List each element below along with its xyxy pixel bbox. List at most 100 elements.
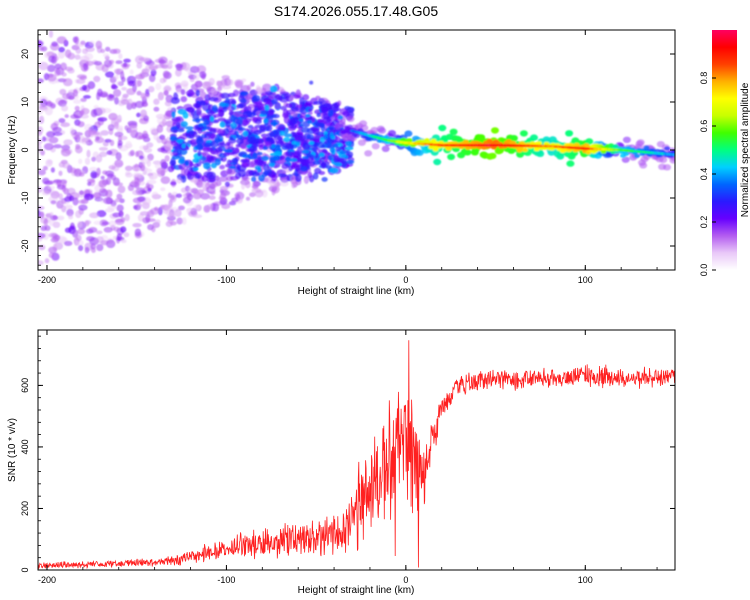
heatmap-cell bbox=[236, 103, 244, 109]
heatmap-cell bbox=[433, 158, 442, 166]
heatmap-cell bbox=[126, 88, 136, 96]
heatmap-cell bbox=[38, 46, 45, 51]
heatmap-cell bbox=[38, 40, 44, 47]
heatmap-cell bbox=[180, 187, 188, 193]
heatmap-cell bbox=[48, 246, 58, 254]
heatmap-cell bbox=[112, 48, 121, 54]
heatmap-cell bbox=[215, 147, 223, 153]
heatmap-cell bbox=[167, 63, 173, 70]
heatmap-cell bbox=[488, 152, 497, 160]
heatmap-cell bbox=[158, 59, 166, 64]
heatmap-cell bbox=[58, 170, 63, 176]
heatmap-cell bbox=[193, 214, 203, 219]
heatmap-cell bbox=[106, 94, 115, 101]
heatmap-cell bbox=[39, 103, 46, 108]
heatmap-cell bbox=[291, 181, 296, 189]
heatmap-cell bbox=[160, 159, 167, 167]
heatmap-cell bbox=[306, 134, 315, 140]
heatmap-cell bbox=[302, 94, 310, 101]
heatmap-cell bbox=[102, 53, 110, 58]
heatmap-cell bbox=[271, 174, 278, 182]
heatmap-cell bbox=[312, 128, 320, 135]
heatmap-cell bbox=[257, 159, 265, 166]
heatmap-cell bbox=[189, 161, 194, 167]
heatmap-cell bbox=[77, 199, 86, 204]
heatmap-cell bbox=[223, 118, 233, 125]
heatmap-cell bbox=[132, 189, 142, 196]
heatmap-cell bbox=[93, 192, 102, 199]
heatmap-cell bbox=[261, 189, 268, 198]
heatmap-cell bbox=[142, 168, 153, 173]
heatmap-cell bbox=[192, 118, 201, 122]
heatmap-cell bbox=[222, 152, 230, 157]
heatmap-cell bbox=[49, 212, 54, 217]
heatmap-cell bbox=[217, 117, 226, 122]
heatmap-cell bbox=[104, 138, 112, 143]
heatmap-cell bbox=[164, 155, 170, 162]
heatmap-cell bbox=[250, 81, 255, 87]
heatmap-cell bbox=[319, 136, 325, 143]
heatmap-cell bbox=[96, 243, 104, 252]
heatmap-cell bbox=[234, 147, 240, 154]
heatmap-cell bbox=[228, 130, 238, 136]
heatmap-cell bbox=[271, 98, 278, 105]
heatmap-cell bbox=[311, 147, 320, 152]
heatmap-cell bbox=[67, 68, 75, 74]
heatmap-cell bbox=[289, 95, 294, 101]
heatmap-cell bbox=[257, 167, 262, 173]
heatmap-cell bbox=[224, 149, 233, 153]
heatmap-cell bbox=[154, 160, 161, 169]
heatmap-cell bbox=[118, 145, 129, 152]
heatmap-cell bbox=[253, 102, 261, 108]
heatmap-cell bbox=[178, 205, 185, 211]
heatmap-cell bbox=[160, 176, 171, 185]
colorbar-tick-label: 0.8 bbox=[699, 72, 709, 85]
heatmap-cell bbox=[566, 160, 575, 167]
heatmap-cell bbox=[124, 165, 133, 172]
heatmap-cell bbox=[203, 162, 211, 170]
heatmap-cell bbox=[342, 111, 350, 116]
heatmap-cell bbox=[231, 197, 239, 203]
heatmap-cell bbox=[208, 96, 219, 102]
heatmap-cell bbox=[106, 150, 113, 155]
y-tick-label: 0 bbox=[20, 567, 30, 572]
heatmap-cell bbox=[214, 136, 221, 144]
heatmap-cell bbox=[238, 169, 247, 178]
heatmap-cell bbox=[105, 239, 116, 249]
heatmap-cell bbox=[326, 142, 332, 147]
heatmap-cell bbox=[623, 152, 630, 156]
heatmap-cell bbox=[72, 99, 82, 104]
heatmap-cell bbox=[116, 204, 124, 212]
heatmap-cell bbox=[283, 93, 292, 99]
heatmap-cell bbox=[333, 155, 341, 164]
heatmap-cell bbox=[87, 181, 92, 187]
heatmap-cell bbox=[230, 122, 237, 129]
heatmap-cell bbox=[226, 79, 234, 86]
heatmap-cell bbox=[357, 139, 366, 146]
snr-series-line bbox=[38, 340, 675, 570]
heatmap-cell bbox=[314, 167, 322, 175]
heatmap-cell bbox=[252, 152, 258, 160]
heatmap-cell bbox=[154, 206, 159, 211]
y-tick-label: -10 bbox=[20, 191, 30, 204]
heatmap-cell bbox=[140, 92, 146, 100]
y-tick-label: -20 bbox=[20, 239, 30, 252]
heatmap-cell bbox=[188, 88, 194, 95]
heatmap-cell bbox=[140, 109, 147, 118]
heatmap-cell bbox=[643, 145, 650, 150]
heatmap-cell bbox=[60, 148, 71, 157]
heatmap-cell bbox=[263, 118, 269, 124]
heatmap-cell bbox=[125, 172, 133, 178]
heatmap-cell bbox=[192, 130, 198, 138]
heatmap-cell bbox=[130, 179, 141, 186]
y-tick-label: 200 bbox=[20, 501, 30, 516]
heatmap-cell bbox=[66, 208, 74, 217]
heatmap-cell bbox=[231, 157, 239, 164]
x-tick-label: 0 bbox=[403, 275, 408, 285]
heatmap-cell bbox=[197, 179, 203, 187]
heatmap-cell bbox=[218, 80, 226, 88]
heatmap-cell bbox=[252, 138, 260, 144]
heatmap-cell bbox=[80, 97, 87, 102]
heatmap-cell bbox=[273, 134, 279, 141]
